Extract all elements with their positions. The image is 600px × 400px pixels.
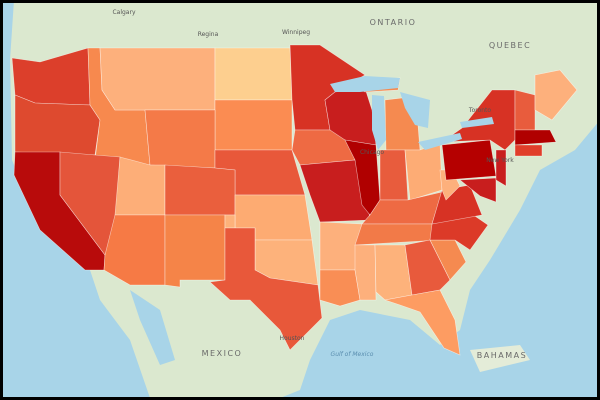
place-label: Houston [280, 335, 305, 342]
place-label: QUEBEC [489, 41, 531, 50]
state [114, 156, 166, 216]
state [144, 109, 216, 169]
state [214, 47, 293, 101]
state [379, 149, 409, 201]
caribbean-islands [470, 345, 530, 372]
state [99, 47, 216, 111]
lake-superior [330, 76, 400, 92]
state [164, 214, 226, 288]
place-label: Calgary [112, 9, 135, 16]
gulf-of-california [130, 290, 175, 365]
state [404, 142, 443, 201]
state [214, 99, 293, 151]
place-label: BAHAMAS [477, 351, 527, 360]
lake-ontario [460, 117, 494, 128]
state [514, 129, 557, 146]
state [384, 97, 421, 151]
lake-huron [400, 92, 430, 128]
state [534, 69, 578, 121]
place-label: ONTARIO [370, 18, 417, 27]
place-label: Chicago [360, 149, 384, 156]
place-label: Toronto [468, 107, 491, 114]
place-label: Regina [198, 31, 219, 38]
state [164, 164, 236, 216]
state [103, 214, 166, 286]
basemap-labels: Calgary Regina Winnipeg ONTARIO QUEBEC Toront… [112, 9, 531, 360]
lakes [330, 76, 494, 150]
state [319, 269, 361, 307]
place-label: MEXICO [202, 349, 243, 358]
place-label: New York [486, 157, 514, 164]
states [11, 44, 578, 356]
state [514, 144, 543, 157]
lake-erie [418, 133, 462, 150]
place-label: Winnipeg [282, 29, 310, 36]
state [495, 149, 507, 187]
state [354, 244, 377, 301]
state [459, 177, 497, 203]
state [209, 227, 323, 351]
state [404, 239, 451, 296]
place-label: Gulf of Mexico [331, 351, 374, 358]
lake-michigan [372, 95, 386, 150]
state [514, 89, 536, 131]
state [384, 289, 461, 356]
